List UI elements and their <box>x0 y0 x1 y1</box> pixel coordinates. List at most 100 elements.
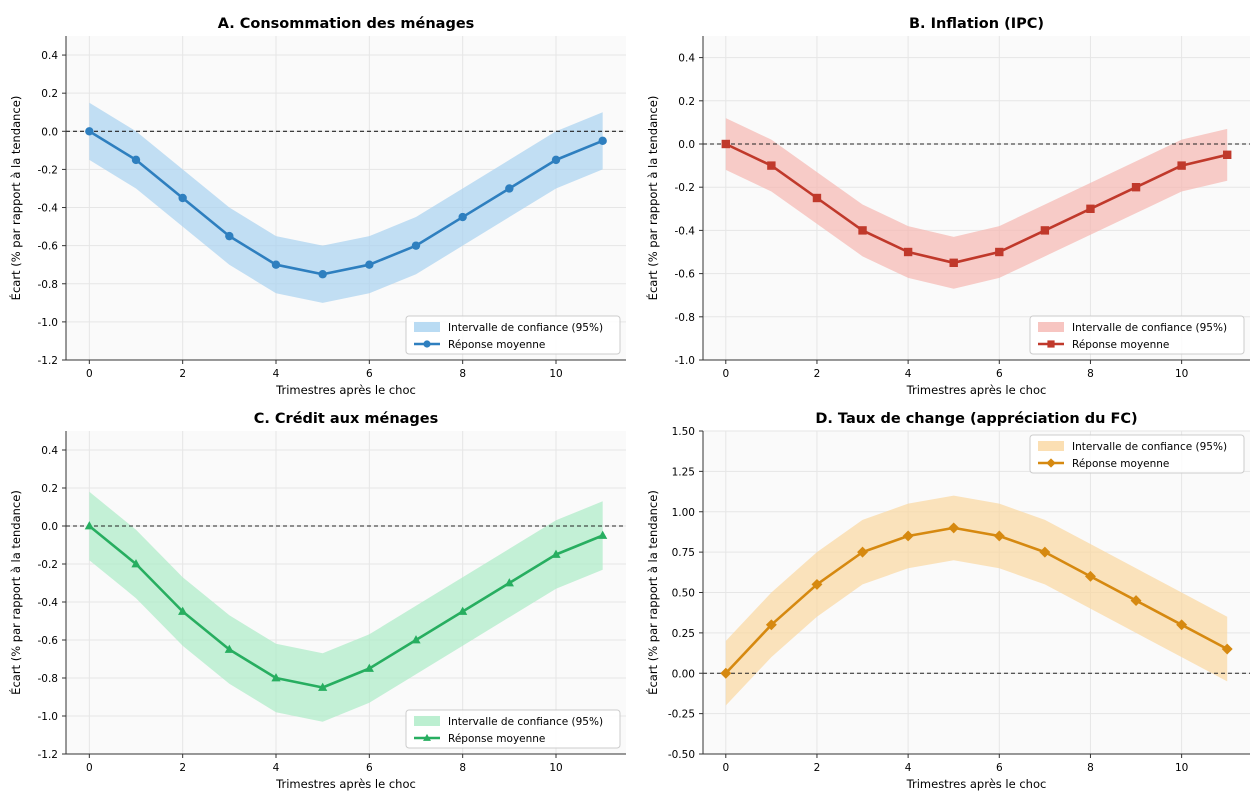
data-point <box>993 530 1005 542</box>
data-point <box>598 530 608 539</box>
y-axis-label: Écart (% par rapport à la tendance) <box>8 490 23 695</box>
y-tick-label: -0.2 <box>38 559 59 571</box>
y-tick-label: 0.4 <box>41 445 58 457</box>
data-point <box>318 682 328 691</box>
x-tick-label: 6 <box>366 762 373 774</box>
data-point <box>1177 161 1186 170</box>
data-point <box>1223 150 1232 159</box>
data-point <box>84 521 94 530</box>
legend-band-swatch <box>414 322 440 332</box>
x-tick-label: 0 <box>722 368 729 380</box>
legend-band-label: Intervalle de confiance (95%) <box>448 322 603 334</box>
confidence-band <box>89 491 603 722</box>
panel-c: -1.2 -1.0 -0.8 -0.6 -0.4 -0.2 0.0 0.2 0.4 0 2 4 6 8 10… <box>8 411 626 791</box>
y-axis-label: Écart (% par rapport à la tendance) <box>8 96 23 301</box>
y-tick-label: 0.2 <box>41 88 58 100</box>
data-point <box>365 260 374 269</box>
series-line <box>88 524 604 689</box>
data-point <box>505 184 514 193</box>
legend-box <box>1029 315 1245 355</box>
data-point <box>765 619 777 631</box>
legend: Intervalle de confiance (95%) Réponse moy… <box>405 315 621 355</box>
data-point <box>721 139 730 149</box>
data-point <box>551 155 561 165</box>
y-tick-label: 0.4 <box>41 50 58 62</box>
data-point <box>458 212 467 222</box>
x-tick-label: 8 <box>459 762 466 774</box>
y-axis-label: Écart (% par rapport à la tendance) <box>645 490 660 695</box>
data-point <box>858 226 867 235</box>
x-tick-label: 2 <box>814 368 821 380</box>
y-tick-label: 0.50 <box>672 588 695 600</box>
data-point <box>1040 226 1050 235</box>
data-point <box>85 127 94 136</box>
data-point <box>178 193 187 203</box>
data-point <box>458 606 468 615</box>
x-tick-label: 2 <box>179 762 186 774</box>
y-tick-label: -0.25 <box>668 709 695 721</box>
y-tick-label: -0.4 <box>38 203 59 215</box>
x-axis-label: Trimestres après le choc <box>906 383 1047 397</box>
x-tick-label: 8 <box>459 368 466 380</box>
data-point <box>948 522 960 534</box>
data-point <box>857 546 869 558</box>
y-tick-label: -0.6 <box>38 241 59 253</box>
legend-box <box>405 315 621 355</box>
x-tick-label: 4 <box>273 368 280 380</box>
legend-series-label: Réponse moyenne <box>1072 458 1169 470</box>
x-tick-label: 6 <box>996 762 1003 774</box>
legend-band-label: Intervalle de confiance (95%) <box>1072 441 1227 453</box>
legend-band-label: Intervalle de confiance (95%) <box>448 716 603 728</box>
y-tick-label: 0.4 <box>678 53 695 65</box>
x-tick-label: 6 <box>366 368 373 380</box>
data-point <box>1131 183 1141 192</box>
panel-d: -0.50 -0.25 0.00 0.25 0.50 0.75 1.00 1.25 1.50 0 2… <box>645 411 1250 791</box>
data-point <box>178 606 188 615</box>
x-tick-label: 4 <box>905 368 912 380</box>
y-tick-label: -0.4 <box>675 225 696 237</box>
x-tick-label: 0 <box>86 762 93 774</box>
data-point <box>1084 570 1096 582</box>
data-point <box>812 193 822 203</box>
series-line <box>725 142 1228 265</box>
y-tick-label: -0.6 <box>38 635 59 647</box>
legend-marker <box>423 733 431 741</box>
legend-marker <box>423 340 431 348</box>
data-point <box>318 270 327 279</box>
y-tick-label: 1.25 <box>672 466 695 478</box>
data-point <box>1039 546 1051 558</box>
data-point <box>271 260 281 269</box>
y-axis-label: Écart (% par rapport à la tendance) <box>645 96 660 301</box>
panel-title: C. Crédit aux ménages <box>254 411 439 427</box>
data-point <box>949 258 958 267</box>
y-tick-label: -1.2 <box>38 355 59 367</box>
data-point <box>598 136 607 146</box>
legend-marker <box>1047 340 1055 348</box>
y-tick-label: 0.0 <box>41 126 58 138</box>
data-point <box>551 549 561 558</box>
y-tick-label: 0.2 <box>41 483 58 495</box>
legend-band-label: Intervalle de confiance (95%) <box>1072 322 1227 334</box>
x-tick-label: 8 <box>1087 762 1094 774</box>
legend-band-swatch <box>414 716 440 726</box>
x-tick-label: 2 <box>179 368 186 380</box>
legend: Intervalle de confiance (95%) Réponse moy… <box>405 709 621 749</box>
y-tick-label: -1.0 <box>38 317 59 329</box>
panel-title: B. Inflation (IPC) <box>909 16 1044 32</box>
panel-title: A. Consommation des ménages <box>218 16 475 32</box>
data-point <box>271 673 281 682</box>
y-tick-label: 0.25 <box>672 628 695 640</box>
confidence-band <box>725 118 1228 289</box>
y-tick-label: -1.0 <box>38 711 59 723</box>
y-tick-label: 1.00 <box>672 507 695 519</box>
x-tick-label: 2 <box>814 762 821 774</box>
confidence-band <box>725 495 1228 706</box>
x-tick-label: 4 <box>273 762 280 774</box>
y-tick-label: 0.00 <box>672 668 695 680</box>
y-tick-label: -0.50 <box>668 749 695 761</box>
data-point <box>903 247 913 257</box>
x-axis-label: Trimestres après le choc <box>906 777 1047 791</box>
legend: Intervalle de confiance (95%) Réponse moy… <box>1029 434 1245 474</box>
data-point <box>131 155 141 165</box>
y-tick-label: -0.6 <box>675 269 696 281</box>
